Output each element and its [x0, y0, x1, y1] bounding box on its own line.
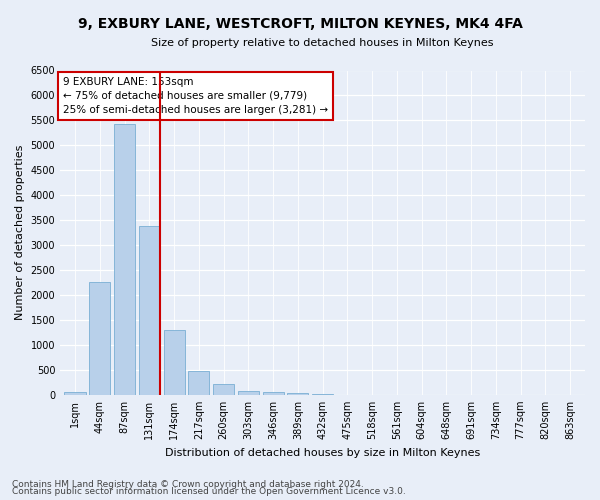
- Text: Contains public sector information licensed under the Open Government Licence v3: Contains public sector information licen…: [12, 488, 406, 496]
- Bar: [263, 392, 284, 395]
- X-axis label: Distribution of detached houses by size in Milton Keynes: Distribution of detached houses by size …: [165, 448, 480, 458]
- Bar: [238, 391, 259, 395]
- Text: 9, EXBURY LANE, WESTCROFT, MILTON KEYNES, MK4 4FA: 9, EXBURY LANE, WESTCROFT, MILTON KEYNES…: [77, 18, 523, 32]
- Bar: [287, 393, 308, 395]
- Text: Contains HM Land Registry data © Crown copyright and database right 2024.: Contains HM Land Registry data © Crown c…: [12, 480, 364, 489]
- Bar: [139, 226, 160, 395]
- Bar: [89, 282, 110, 395]
- Bar: [164, 330, 185, 395]
- Bar: [213, 384, 234, 395]
- Bar: [64, 392, 86, 395]
- Bar: [188, 372, 209, 395]
- Text: 9 EXBURY LANE: 153sqm
← 75% of detached houses are smaller (9,779)
25% of semi-d: 9 EXBURY LANE: 153sqm ← 75% of detached …: [63, 77, 328, 115]
- Bar: [114, 124, 135, 395]
- Title: Size of property relative to detached houses in Milton Keynes: Size of property relative to detached ho…: [151, 38, 494, 48]
- Y-axis label: Number of detached properties: Number of detached properties: [15, 145, 25, 320]
